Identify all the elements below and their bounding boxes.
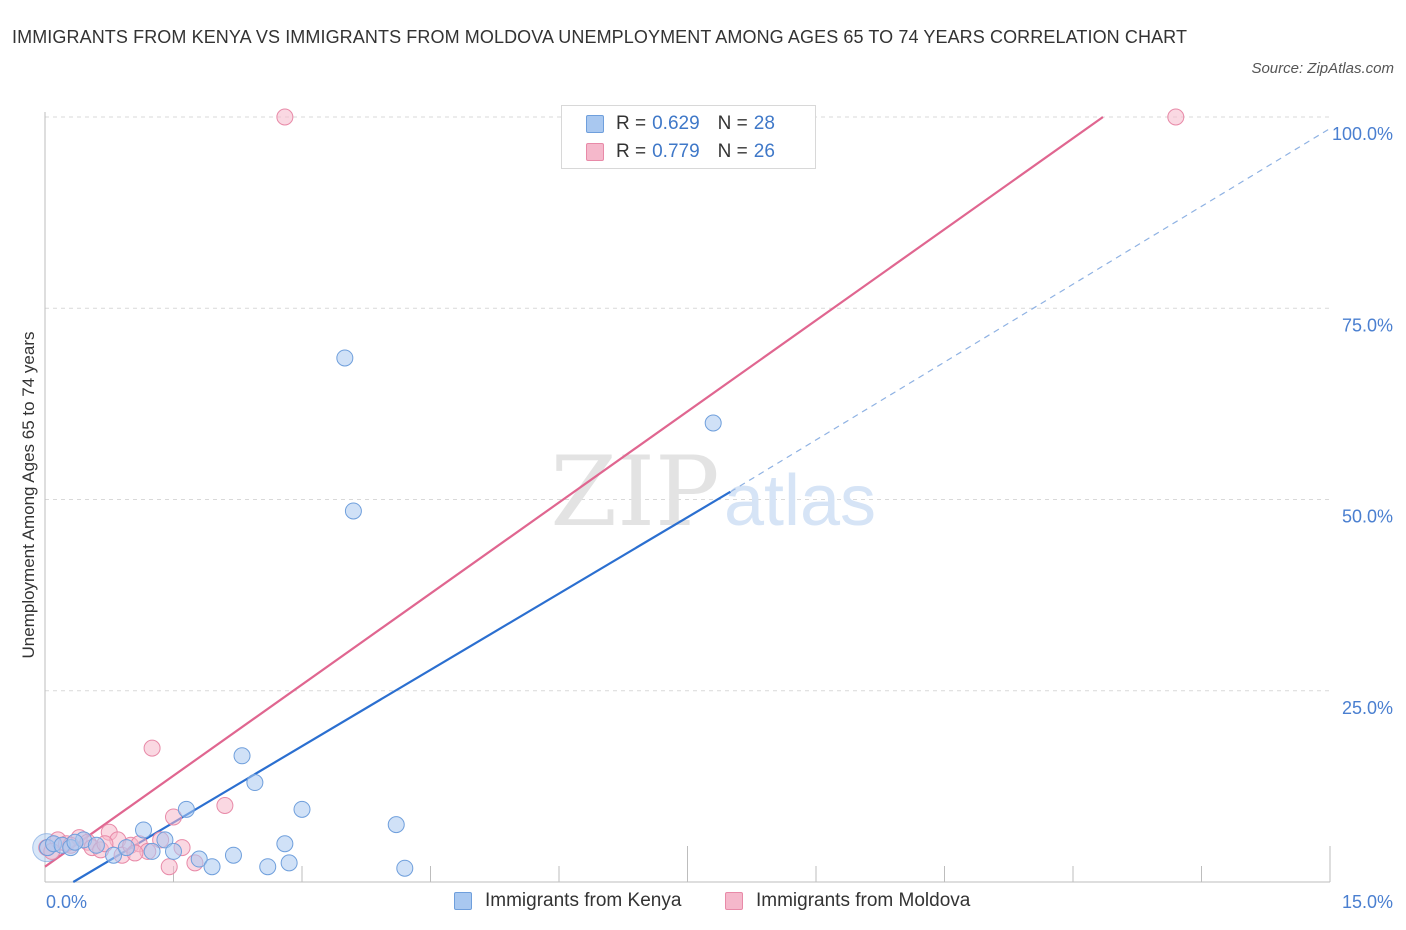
legend-swatch-kenya bbox=[454, 892, 472, 910]
data-point-kenya bbox=[387, 816, 405, 834]
axes bbox=[44, 112, 1331, 883]
grid-lines bbox=[45, 116, 1330, 692]
data-point-kenya bbox=[276, 835, 294, 853]
data-point-kenya bbox=[246, 774, 264, 792]
legend-r-label: R = bbox=[616, 141, 647, 162]
data-point-kenya bbox=[259, 858, 277, 876]
legend-item-kenya[interactable]: Immigrants from Kenya bbox=[454, 890, 681, 912]
data-point-kenya bbox=[87, 836, 105, 854]
data-point-kenya bbox=[177, 800, 195, 818]
legend-label-moldova: Immigrants from Moldova bbox=[756, 890, 971, 911]
watermark-zip: ZIP bbox=[550, 436, 719, 548]
data-point-kenya bbox=[336, 349, 354, 367]
legend-swatch-moldova bbox=[725, 892, 743, 910]
data-point-kenya bbox=[344, 502, 362, 520]
x-tick-max: 15.0% bbox=[1342, 892, 1393, 912]
legend-n-value-moldova: 26 bbox=[753, 141, 775, 162]
trend-line-moldova bbox=[44, 116, 1104, 868]
data-point-kenya bbox=[203, 858, 221, 876]
data-point-kenya bbox=[190, 850, 208, 868]
data-point-kenya bbox=[135, 821, 153, 839]
data-point-moldova bbox=[160, 858, 178, 876]
y-axis-label: Unemployment Among Ages 65 to 74 years bbox=[19, 332, 38, 659]
legend-n-value-kenya: 28 bbox=[753, 113, 775, 134]
legend-swatch-moldova bbox=[586, 143, 604, 161]
series-legend: Immigrants from Kenya Immigrants from Mo… bbox=[0, 890, 1406, 916]
data-point-moldova bbox=[1167, 108, 1185, 126]
data-point-kenya bbox=[396, 859, 414, 877]
watermark-atlas: atlas bbox=[724, 461, 876, 541]
data-point-kenya bbox=[143, 842, 161, 860]
data-point-kenya bbox=[105, 846, 123, 864]
y-tick-label: 100.0% bbox=[1332, 124, 1393, 144]
watermark: ZIP atlas bbox=[550, 436, 876, 548]
data-point-kenya bbox=[117, 839, 135, 857]
data-point-kenya bbox=[156, 831, 174, 849]
data-point-kenya bbox=[280, 854, 298, 872]
legend-r-value-moldova: 0.779 bbox=[652, 141, 700, 162]
legend-n-label: N = bbox=[717, 113, 748, 134]
chart-title: IMMIGRANTS FROM KENYA VS IMMIGRANTS FROM… bbox=[12, 27, 1188, 47]
data-point-kenya bbox=[293, 800, 311, 818]
data-point-kenya bbox=[233, 747, 251, 765]
data-point-moldova bbox=[143, 739, 161, 757]
data-point-kenya bbox=[66, 833, 84, 851]
stats-legend: R = 0.629 N = 28 R = 0.779 N = 26 bbox=[561, 105, 816, 169]
legend-label-kenya: Immigrants from Kenya bbox=[485, 890, 682, 911]
data-point-kenya bbox=[165, 842, 182, 860]
legend-r-value-kenya: 0.629 bbox=[652, 113, 700, 134]
legend-row-moldova: R = 0.779 N = 26 bbox=[586, 139, 775, 165]
scatter-points bbox=[32, 108, 1185, 877]
y-tick-labels: 25.0% 50.0% 75.0% 100.0% bbox=[1332, 124, 1393, 718]
y-tick-label: 25.0% bbox=[1342, 698, 1393, 718]
data-point-moldova bbox=[165, 808, 182, 826]
legend-r-label: R = bbox=[616, 113, 647, 134]
legend-row-kenya: R = 0.629 N = 28 bbox=[586, 111, 775, 137]
data-point-moldova bbox=[276, 108, 294, 126]
trend-line-kenya-extension bbox=[730, 127, 1331, 493]
legend-n-label: N = bbox=[717, 141, 748, 162]
source-label: Source: ZipAtlas.com bbox=[1251, 60, 1394, 77]
legend-item-moldova[interactable]: Immigrants from Moldova bbox=[725, 890, 970, 912]
x-tick-min: 0.0% bbox=[46, 892, 87, 912]
data-point-kenya bbox=[224, 846, 242, 864]
y-tick-label: 50.0% bbox=[1342, 507, 1393, 527]
data-point-moldova bbox=[216, 797, 234, 814]
data-point-kenya bbox=[704, 414, 722, 432]
legend-swatch-kenya bbox=[586, 115, 604, 133]
y-tick-label: 75.0% bbox=[1342, 315, 1393, 335]
